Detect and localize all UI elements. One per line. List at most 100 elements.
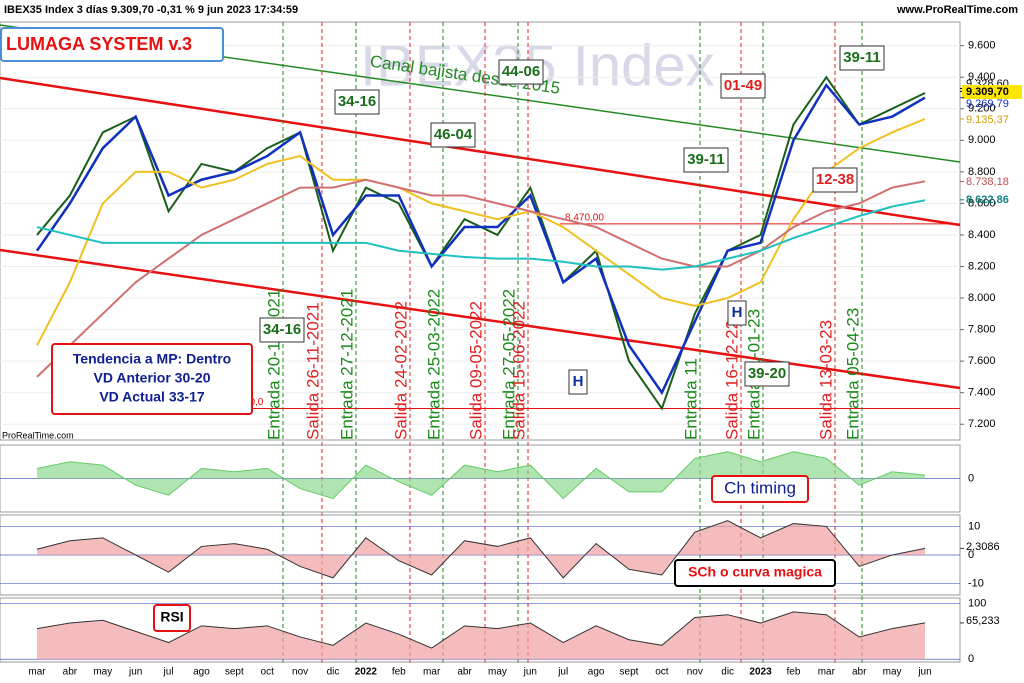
- signal-label: Entrada 11: [681, 358, 700, 440]
- panel-label: SCh o curva magica: [688, 564, 822, 580]
- price-label: 9.269,79: [966, 98, 1009, 110]
- chart-title: IBEX35 Index 3 días 9.309,70 -0,31 % 9 j…: [4, 4, 298, 16]
- x-tick-label: feb: [786, 667, 800, 678]
- count-box: [727, 300, 747, 326]
- x-tick-label: oct: [261, 667, 275, 678]
- panel-frame: [0, 597, 961, 663]
- count-box: [744, 361, 790, 387]
- panel-label-box: [674, 559, 836, 587]
- y-tick-label: 7.200: [968, 418, 996, 430]
- y-tick-label: 9.200: [968, 103, 996, 115]
- source: www.ProRealTime.com: [896, 4, 1018, 16]
- area-fill: [37, 451, 925, 499]
- count-box: [812, 167, 858, 193]
- price-label: 9.309,70: [966, 86, 1009, 98]
- x-tick-label: abr: [852, 667, 867, 678]
- count-box: [259, 317, 305, 343]
- series-line: [36, 118, 926, 346]
- y-tick-label: 7.600: [968, 355, 996, 367]
- x-tick-label: ago: [588, 667, 605, 678]
- price-label: 8.622,86: [966, 194, 1009, 206]
- trend-label: Tendencia a MP: Dentro: [73, 351, 231, 367]
- y-tick-label: 8.600: [968, 197, 996, 209]
- signal-label: Entrada 20-10-2021: [264, 289, 283, 440]
- trend-box: [51, 343, 253, 415]
- price-label: 8.738,18: [966, 176, 1009, 188]
- count-box: [334, 89, 380, 115]
- signal-label: Entrada 05-04-23: [843, 308, 862, 440]
- system-box: [0, 27, 224, 62]
- channel-upper: [0, 76, 961, 227]
- count-box: [568, 369, 588, 395]
- panel-label-box: [153, 604, 191, 632]
- y-tick-label: 8.200: [968, 260, 996, 272]
- y-tick-label: 0: [968, 549, 974, 561]
- y-tick-label: 8.000: [968, 292, 996, 304]
- count-label: 01-49: [724, 77, 762, 94]
- count-box: [683, 147, 729, 173]
- count-label: 39-11: [843, 49, 881, 66]
- x-tick-label: nov: [687, 667, 703, 678]
- panel-label-box: [711, 475, 809, 503]
- signal-label: Salida 15-06-2022: [509, 301, 528, 440]
- count-box: [839, 45, 885, 71]
- x-tick-label: nov: [292, 667, 308, 678]
- last-label: 65,233: [966, 615, 1000, 627]
- x-tick-label: mar: [818, 667, 836, 678]
- channel-lower: [0, 248, 961, 390]
- y-tick-label: 7.800: [968, 323, 996, 335]
- x-tick-label: mar: [423, 667, 441, 678]
- x-tick-label: abr: [63, 667, 78, 678]
- last-label: 2,3086: [966, 541, 1000, 553]
- series-line: [35, 82, 926, 396]
- y-tick-label: 9.000: [968, 134, 996, 146]
- panel-frame: [0, 21, 961, 441]
- count-label: 39-11: [687, 151, 725, 168]
- count-label: 12-38: [816, 171, 854, 188]
- count-box: [720, 73, 766, 99]
- x-tick-label: abr: [457, 667, 472, 678]
- signal-label: Entrada 27-05-2022: [499, 289, 518, 440]
- x-tick-label: sept: [620, 667, 639, 678]
- count-label: H: [573, 373, 584, 390]
- x-tick-label: jul: [557, 667, 568, 678]
- signal-label: Salida 09-05-2022: [466, 301, 485, 440]
- panel-label: RSI: [160, 609, 183, 625]
- area-fill: [37, 520, 925, 578]
- series-line: [36, 611, 926, 649]
- trend-label: VD Anterior 30-20: [94, 370, 211, 386]
- count-label: 46-04: [434, 126, 473, 143]
- series-line: [36, 451, 926, 500]
- h-line-label: 8.470,00: [565, 213, 604, 224]
- y-tick-label: 9.600: [968, 40, 996, 52]
- price-bg: [962, 85, 1022, 99]
- y-tick-label: 100: [968, 597, 986, 609]
- y-tick-label: -10: [968, 577, 984, 589]
- signal-label: Salida 13-03-23: [816, 320, 835, 440]
- trend-label: VD Actual 33-17: [99, 389, 205, 405]
- price-label: 9.135,37: [966, 114, 1009, 126]
- count-label: 34-16: [338, 93, 376, 110]
- y-tick-label: 0: [968, 653, 974, 665]
- panel-label: Ch timing: [724, 478, 796, 497]
- x-tick-label: ago: [193, 667, 210, 678]
- count-box: [430, 122, 476, 148]
- x-tick-label: jun: [128, 667, 142, 678]
- y-tick-label: 7.400: [968, 387, 996, 399]
- signal-label: Entrada 25-03-2022: [424, 289, 443, 440]
- x-tick-label: feb: [392, 667, 406, 678]
- x-tick-label: may: [883, 667, 902, 678]
- x-tick-label: jun: [523, 667, 537, 678]
- count-label: H: [732, 304, 743, 321]
- x-tick-label: jun: [917, 667, 931, 678]
- area-fill: [37, 611, 925, 660]
- series-line: [36, 199, 926, 271]
- system-label: LUMAGA SYSTEM v.3: [6, 34, 192, 54]
- y-tick-label: 8.400: [968, 229, 996, 241]
- signal-label: Salida 26-11-2021: [303, 302, 322, 440]
- x-tick-label: may: [93, 667, 112, 678]
- series-line: [36, 178, 926, 378]
- signal-label: Salida 24-02-2022: [391, 301, 410, 440]
- y-tick-label: 8.800: [968, 166, 996, 178]
